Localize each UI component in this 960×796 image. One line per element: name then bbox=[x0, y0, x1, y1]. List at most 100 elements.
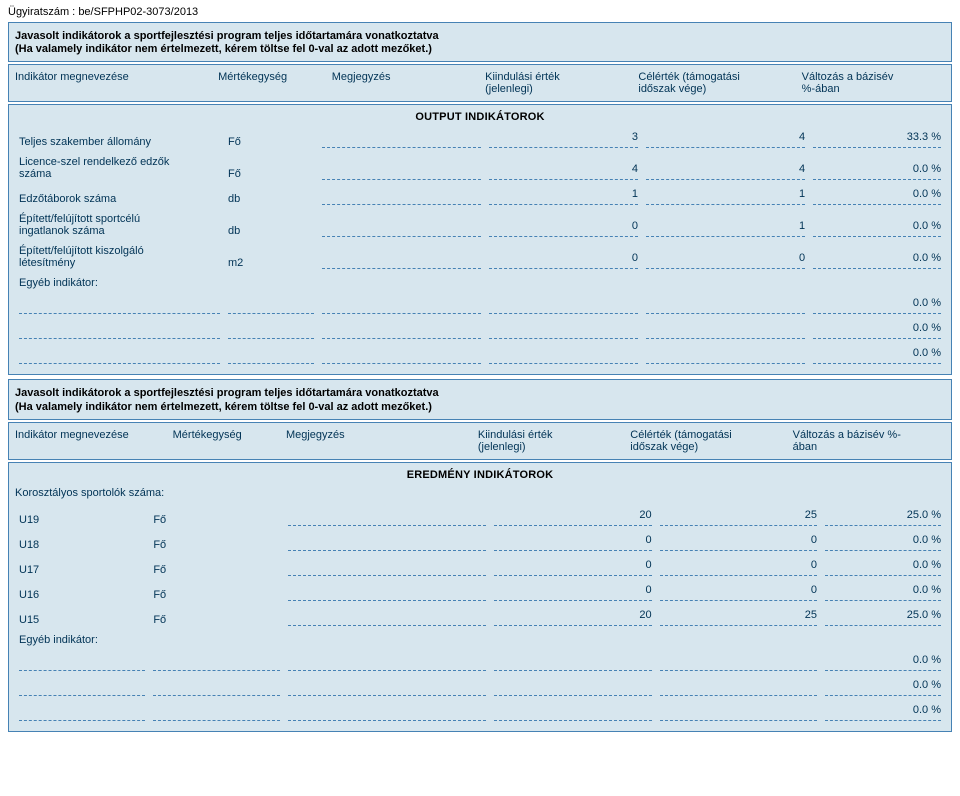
row-note-input[interactable] bbox=[288, 509, 487, 526]
blank-target-input[interactable] bbox=[646, 347, 805, 364]
table-row: 0.0 % bbox=[15, 343, 945, 368]
row-target-input[interactable]: 0 bbox=[660, 584, 817, 601]
row-target-input[interactable]: 25 bbox=[660, 609, 817, 626]
table-row: 0.0 % bbox=[15, 700, 945, 725]
row-label: Licence-szel rendelkező edzők száma bbox=[15, 152, 224, 184]
row-note-input[interactable] bbox=[288, 534, 487, 551]
row-unit: Fő bbox=[224, 152, 318, 184]
row-label-l1: Licence-szel rendelkező edzők bbox=[19, 156, 220, 168]
blank-unit-input[interactable] bbox=[228, 297, 314, 314]
row-note-input[interactable] bbox=[288, 559, 487, 576]
row-label-l1: Épített/felújított kiszolgáló bbox=[19, 245, 220, 257]
blank-change-value: 0.0 % bbox=[813, 297, 941, 314]
row-note-input[interactable] bbox=[288, 609, 487, 626]
row-target-input[interactable]: 0 bbox=[660, 559, 817, 576]
table-row: 0.0 % bbox=[15, 318, 945, 343]
blank-label-input[interactable] bbox=[19, 654, 145, 671]
blank-note-input[interactable] bbox=[322, 297, 481, 314]
blank-label-input[interactable] bbox=[19, 347, 220, 364]
blank-target-input[interactable] bbox=[660, 679, 817, 696]
blank-start-input[interactable] bbox=[494, 679, 651, 696]
blank-start-input[interactable] bbox=[489, 297, 638, 314]
row-start-input[interactable]: 0 bbox=[489, 220, 638, 237]
blank-unit-input[interactable] bbox=[153, 654, 279, 671]
h-target-l1: Célérték (támogatási bbox=[638, 71, 797, 83]
h-start: Kiindulási érték (jelenlegi) bbox=[485, 71, 638, 95]
row-change-value: 0.0 % bbox=[813, 188, 941, 205]
row-change-value: 0.0 % bbox=[825, 584, 941, 601]
row-start-input[interactable]: 0 bbox=[494, 584, 651, 601]
blank-target-input[interactable] bbox=[660, 654, 817, 671]
row-unit: Fő bbox=[149, 530, 283, 555]
row-note-input[interactable] bbox=[322, 188, 481, 205]
row-start-input[interactable]: 4 bbox=[489, 163, 638, 180]
blank-label-input[interactable] bbox=[19, 322, 220, 339]
blank-start-input[interactable] bbox=[494, 704, 651, 721]
block1-title-panel: Javasolt indikátorok a sportfejlesztési … bbox=[8, 22, 952, 62]
row-note-input[interactable] bbox=[322, 220, 481, 237]
row-label-l1: Épített/felújított sportcélú bbox=[19, 213, 220, 225]
other-indicator-heading-row: Egyéb indikátor: bbox=[15, 630, 945, 650]
blank-start-input[interactable] bbox=[489, 347, 638, 364]
h-name: Indikátor megnevezése bbox=[15, 71, 218, 95]
block1-grid: Teljes szakember állomány Fő 3 4 33.3 % … bbox=[15, 127, 945, 368]
row-label: Teljes szakember állomány bbox=[15, 127, 224, 152]
blank-note-input[interactable] bbox=[322, 322, 481, 339]
row-label-l2: száma bbox=[19, 168, 220, 180]
table-row: Épített/felújított kiszolgáló létesítmén… bbox=[15, 241, 945, 273]
table-row: U17 Fő 0 0 0.0 % bbox=[15, 555, 945, 580]
row-target-input[interactable]: 1 bbox=[646, 188, 805, 205]
h-change-l2: ában bbox=[793, 441, 941, 453]
h-target-l1: Célérték (támogatási bbox=[630, 429, 788, 441]
table-row: U16 Fő 0 0 0.0 % bbox=[15, 580, 945, 605]
row-start-input[interactable]: 20 bbox=[494, 509, 651, 526]
row-start-input[interactable]: 1 bbox=[489, 188, 638, 205]
blank-target-input[interactable] bbox=[646, 322, 805, 339]
row-start-input[interactable]: 20 bbox=[494, 609, 651, 626]
row-label: U16 bbox=[15, 580, 149, 605]
row-target-input[interactable]: 1 bbox=[646, 220, 805, 237]
h-target-l2: időszak vége) bbox=[630, 441, 788, 453]
row-start-input[interactable]: 0 bbox=[489, 252, 638, 269]
blank-target-input[interactable] bbox=[660, 704, 817, 721]
blank-unit-input[interactable] bbox=[153, 704, 279, 721]
h-change-l1: Változás a bázisév bbox=[802, 71, 941, 83]
table-row: Teljes szakember állomány Fő 3 4 33.3 % bbox=[15, 127, 945, 152]
other-indicator-label: Egyéb indikátor: bbox=[15, 630, 945, 650]
row-note-input[interactable] bbox=[288, 584, 487, 601]
row-start-input[interactable]: 0 bbox=[494, 559, 651, 576]
blank-label-input[interactable] bbox=[19, 704, 145, 721]
blank-note-input[interactable] bbox=[322, 347, 481, 364]
block2-header-panel: Indikátor megnevezése Mértékegység Megje… bbox=[8, 422, 952, 460]
row-target-input[interactable]: 0 bbox=[660, 534, 817, 551]
blank-note-input[interactable] bbox=[288, 654, 487, 671]
row-change-value: 25.0 % bbox=[825, 509, 941, 526]
h-unit: Mértékegység bbox=[173, 429, 286, 453]
h-target: Célérték (támogatási időszak vége) bbox=[630, 429, 792, 453]
row-note-input[interactable] bbox=[322, 163, 481, 180]
blank-label-input[interactable] bbox=[19, 679, 145, 696]
row-label: U19 bbox=[15, 505, 149, 530]
row-change-value: 0.0 % bbox=[813, 220, 941, 237]
row-target-input[interactable]: 4 bbox=[646, 131, 805, 148]
block1-header-table: Indikátor megnevezése Mértékegység Megje… bbox=[15, 71, 945, 95]
row-target-input[interactable]: 4 bbox=[646, 163, 805, 180]
blank-unit-input[interactable] bbox=[153, 679, 279, 696]
row-start-input[interactable]: 3 bbox=[489, 131, 638, 148]
blank-unit-input[interactable] bbox=[228, 347, 314, 364]
row-target-input[interactable]: 0 bbox=[646, 252, 805, 269]
blank-start-input[interactable] bbox=[494, 654, 651, 671]
row-start-input[interactable]: 0 bbox=[494, 534, 651, 551]
blank-note-input[interactable] bbox=[288, 704, 487, 721]
blank-target-input[interactable] bbox=[646, 297, 805, 314]
blank-note-input[interactable] bbox=[288, 679, 487, 696]
row-note-input[interactable] bbox=[322, 252, 481, 269]
row-unit: Fő bbox=[149, 505, 283, 530]
h-change-l1: Változás a bázisév %- bbox=[793, 429, 941, 441]
blank-label-input[interactable] bbox=[19, 297, 220, 314]
blank-start-input[interactable] bbox=[489, 322, 638, 339]
row-target-input[interactable]: 25 bbox=[660, 509, 817, 526]
blank-unit-input[interactable] bbox=[228, 322, 314, 339]
h-start-l2: (jelenlegi) bbox=[485, 83, 634, 95]
row-note-input[interactable] bbox=[322, 131, 481, 148]
